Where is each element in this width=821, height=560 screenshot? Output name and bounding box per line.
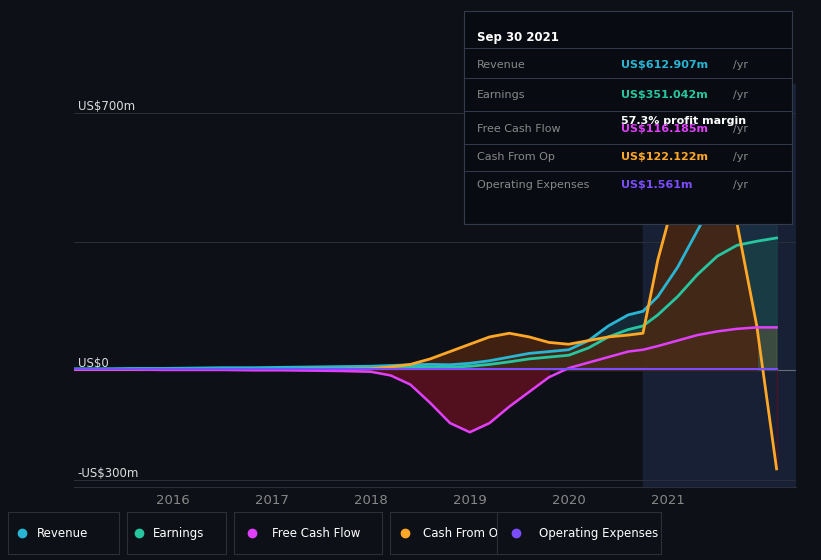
Text: Operating Expenses: Operating Expenses	[477, 180, 589, 190]
Text: Free Cash Flow: Free Cash Flow	[477, 124, 561, 134]
Text: US$700m: US$700m	[77, 100, 135, 113]
Text: Earnings: Earnings	[153, 527, 204, 540]
Text: /yr: /yr	[733, 124, 748, 134]
Text: US$122.122m: US$122.122m	[621, 152, 709, 162]
Text: -US$300m: -US$300m	[77, 467, 139, 480]
Text: Cash From Op: Cash From Op	[423, 527, 506, 540]
Text: US$116.185m: US$116.185m	[621, 124, 709, 134]
Text: Earnings: Earnings	[477, 90, 525, 100]
Text: Free Cash Flow: Free Cash Flow	[273, 527, 360, 540]
Bar	[643, 84, 796, 487]
Text: Revenue: Revenue	[37, 527, 89, 540]
Text: /yr: /yr	[733, 90, 748, 100]
Text: Operating Expenses: Operating Expenses	[539, 527, 658, 540]
Text: Sep 30 2021: Sep 30 2021	[477, 31, 559, 44]
Text: Revenue: Revenue	[477, 60, 525, 71]
Text: 57.3% profit margin: 57.3% profit margin	[621, 116, 746, 126]
Text: Cash From Op: Cash From Op	[477, 152, 555, 162]
Text: US$1.561m: US$1.561m	[621, 180, 693, 190]
Text: /yr: /yr	[733, 60, 748, 71]
Text: US$0: US$0	[77, 357, 108, 370]
Text: US$612.907m: US$612.907m	[621, 60, 709, 71]
Text: US$351.042m: US$351.042m	[621, 90, 709, 100]
Text: /yr: /yr	[733, 180, 748, 190]
Text: /yr: /yr	[733, 152, 748, 162]
